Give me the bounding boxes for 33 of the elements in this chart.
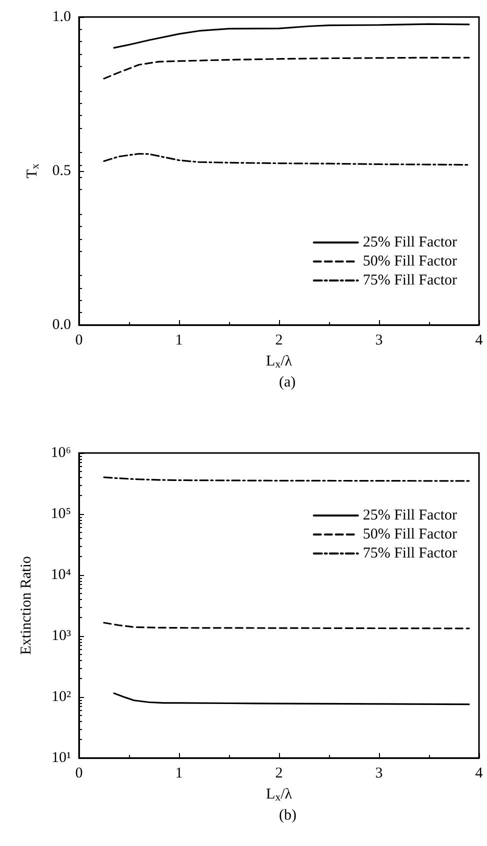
y-tick-label: 10⁶ [50,445,71,461]
legend-label: 25% Fill Factor [362,234,458,250]
x-tick-label: 3 [375,332,383,348]
x-tick-label: 3 [375,766,383,782]
legend-label: 50% Fill Factor [362,526,458,542]
legend-label: 25% Fill Factor [362,508,458,524]
y-axis-title: Tx [24,163,42,178]
y-tick-label: 10³ [52,628,72,644]
line-series [113,692,470,706]
line-series [113,23,470,49]
x-tick-label: 1 [175,766,183,782]
x-tick-label: 0 [75,766,83,782]
y-axis-title: Extinction Ratio [18,556,34,655]
legend-label: 50% Fill Factor [362,254,458,270]
y-tick-label: 0.5 [52,163,71,179]
text: (a) [278,374,296,390]
x-tick-label: 2 [275,332,283,348]
y-tick-label: 0.0 [52,317,71,333]
legend-label: 75% Fill Factor [362,272,458,288]
y-tick-label: 10⁴ [50,567,71,583]
x-tick-label: 4 [475,766,484,782]
y-tick-label: 10² [52,689,72,705]
line-series [103,56,470,80]
x-tick-label: 1 [175,332,183,348]
x-tick-label: 2 [275,766,283,782]
line-series [103,152,470,166]
y-tick-label: 10¹ [52,750,71,766]
text: (b) [278,808,296,824]
x-tick-label: 0 [75,332,83,348]
x-tick-label: 4 [475,332,484,348]
legend-label: 75% Fill Factor [362,546,458,562]
y-tick-label: 10⁵ [50,506,71,522]
y-tick-label: 1.0 [52,9,71,25]
